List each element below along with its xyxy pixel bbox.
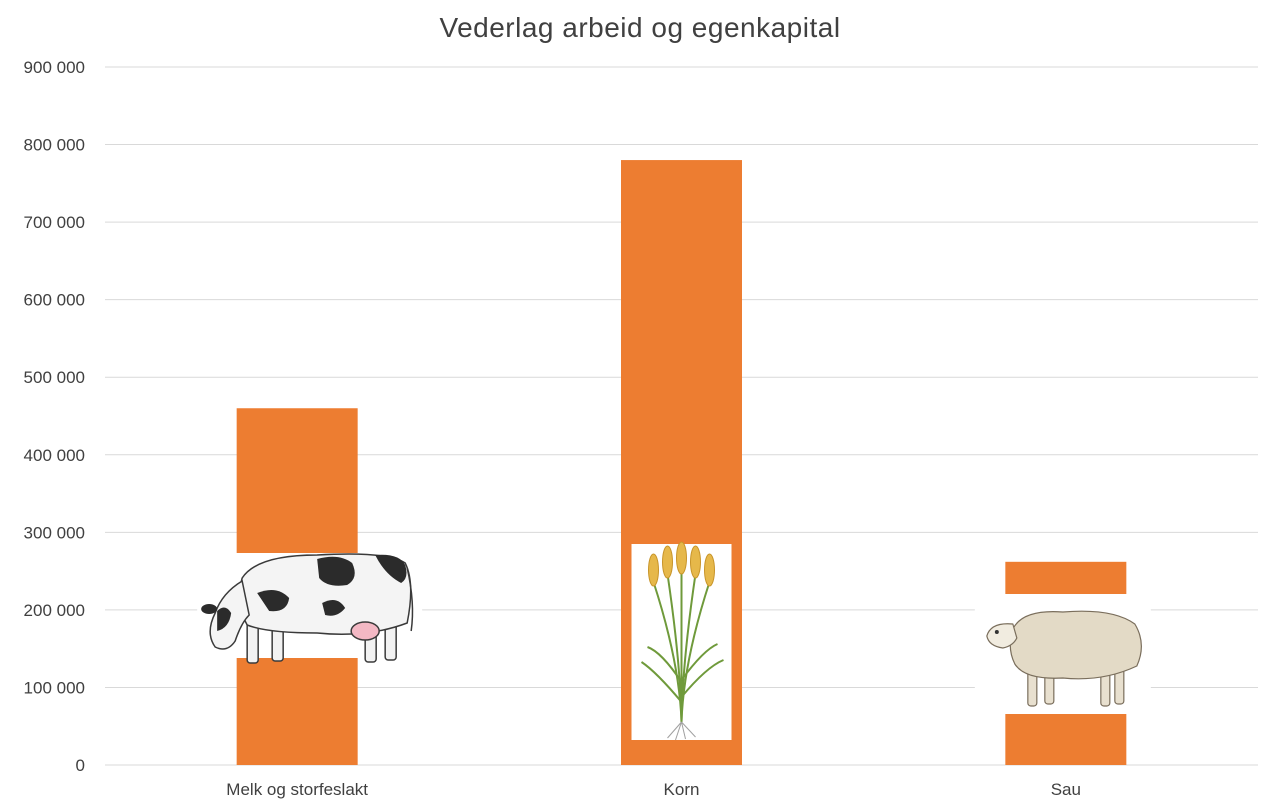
chart-title: Vederlag arbeid og egenkapital — [439, 12, 841, 43]
y-tick-label: 300 000 — [24, 523, 85, 542]
bar-icons — [197, 541, 1151, 741]
sheep-icon — [974, 594, 1151, 714]
y-tick-label: 600 000 — [24, 291, 85, 310]
y-tick-label: 700 000 — [24, 213, 85, 232]
x-tick-label: Sau — [1051, 780, 1081, 799]
y-axis-ticks: 0 100 000 200 000 300 000 400 000 500 000 600 … — [24, 58, 85, 775]
y-tick-label: 900 000 — [24, 58, 85, 77]
x-tick-label: Korn — [664, 780, 700, 799]
y-tick-label: 200 000 — [24, 601, 85, 620]
y-tick-label: 0 — [76, 756, 85, 775]
x-axis-ticks: Melk og storfeslakt Korn Sau — [226, 780, 1081, 799]
y-tick-label: 500 000 — [24, 368, 85, 387]
cow-icon — [197, 553, 423, 664]
wheat-icon — [631, 541, 732, 741]
x-tick-label: Melk og storfeslakt — [226, 780, 368, 799]
y-tick-label: 100 000 — [24, 678, 85, 697]
y-tick-label: 400 000 — [24, 446, 85, 465]
y-tick-label: 800 000 — [24, 136, 85, 155]
